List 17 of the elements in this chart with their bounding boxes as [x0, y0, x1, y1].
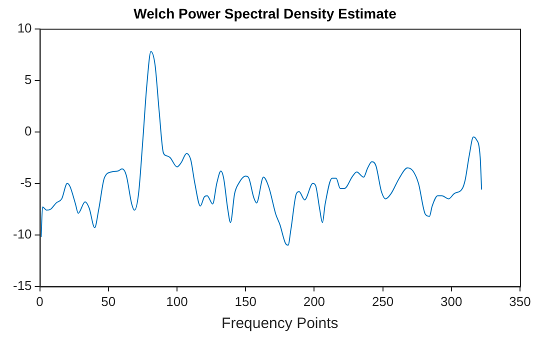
y-tick-label: -5 [20, 174, 32, 190]
x-tick-label: 300 [440, 294, 462, 309]
x-tick-label: 0 [36, 294, 44, 309]
x-tick-label: 100 [166, 294, 188, 309]
line-series [40, 50, 482, 246]
x-tick-label: 150 [234, 294, 256, 309]
x-tick-label: 250 [372, 294, 394, 309]
chart-title: Welch Power Spectral Density Estimate [134, 5, 397, 22]
y-tick-label: -15 [12, 278, 32, 293]
x-axis-title: Frequency Points [222, 315, 338, 332]
y-tick-label: 5 [24, 72, 32, 87]
y-tick-label: -10 [12, 226, 32, 242]
x-tick-label: 50 [101, 294, 116, 309]
y-tick-label: 10 [17, 20, 32, 36]
x-tick-label: 350 [509, 294, 531, 309]
y-tick-label: 0 [24, 123, 32, 138]
x-tick-label: 200 [303, 294, 326, 309]
